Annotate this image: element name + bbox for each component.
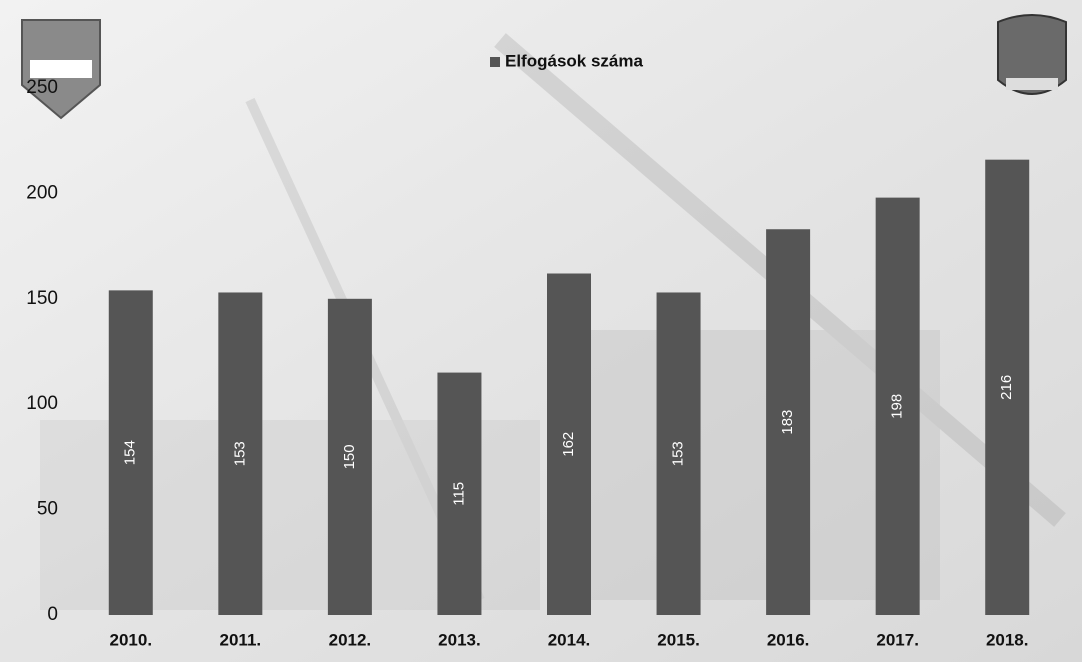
data-label: 154 <box>122 440 139 465</box>
x-tick-label: 2013. <box>438 630 481 649</box>
bar <box>875 197 920 615</box>
x-tick-label: 2011. <box>220 630 262 649</box>
x-tick-label: 2016. <box>767 630 810 649</box>
bar <box>218 292 263 615</box>
y-tick-label: 0 <box>47 604 58 625</box>
y-tick-label: 100 <box>26 393 58 414</box>
data-label: 216 <box>998 375 1015 400</box>
bar <box>766 229 811 615</box>
bar <box>108 290 153 615</box>
data-label: 150 <box>341 444 358 469</box>
x-tick-label: 2017. <box>876 630 919 649</box>
y-tick-label: 50 <box>37 499 58 520</box>
legend-swatch <box>490 57 500 67</box>
bar <box>327 298 372 615</box>
data-label: 162 <box>560 432 577 457</box>
logo-left <box>21 19 101 120</box>
y-tick-label: 150 <box>26 288 58 309</box>
y-tick-label: 250 <box>26 77 58 98</box>
x-tick-label: 2014. <box>548 630 591 649</box>
bar <box>547 273 591 615</box>
data-label: 198 <box>889 394 906 419</box>
data-label: 183 <box>779 410 796 435</box>
x-tick-label: 2012. <box>329 630 372 649</box>
logo-right <box>997 14 1067 95</box>
y-tick-label: 200 <box>26 182 58 203</box>
data-label: 115 <box>450 482 467 506</box>
legend-label: Elfogások száma <box>505 51 643 70</box>
bar <box>437 372 482 615</box>
x-tick-label: 2010. <box>110 630 153 649</box>
data-label: 153 <box>231 441 248 466</box>
bar <box>985 159 1030 615</box>
x-tick-label: 2018. <box>986 630 1029 649</box>
data-label: 153 <box>670 441 687 466</box>
bar <box>656 292 701 615</box>
x-tick-label: 2015. <box>657 630 700 649</box>
